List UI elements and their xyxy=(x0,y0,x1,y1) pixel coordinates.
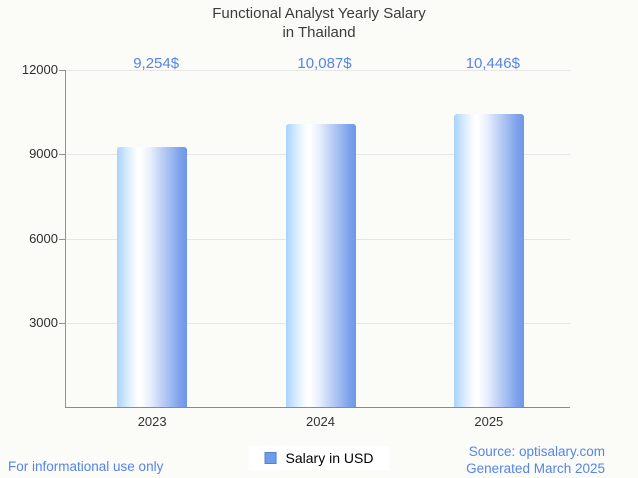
y-axis-label: 12000 xyxy=(21,62,58,77)
x-axis-label: 2024 xyxy=(306,414,335,429)
chart-title-line1: Functional Analyst Yearly Salary xyxy=(212,5,426,22)
y-axis-label: 6000 xyxy=(29,230,58,246)
salary-bar[interactable] xyxy=(453,113,524,407)
y-axis-tick xyxy=(59,70,65,71)
bar-value-label: 10,087$ xyxy=(297,55,352,72)
source-block: Source: optisalary.com Generated March 2… xyxy=(466,443,605,477)
legend[interactable]: Salary in USD xyxy=(248,446,390,470)
salary-bar[interactable] xyxy=(117,147,188,407)
chart-title-line2: in Thailand xyxy=(282,24,356,41)
y-axis-tick xyxy=(59,238,65,240)
y-axis-label: 9000 xyxy=(29,146,58,162)
y-axis-line xyxy=(65,70,66,407)
disclaimer-text: For informational use only xyxy=(8,459,164,474)
legend-label: Salary in USD xyxy=(285,450,374,466)
bar-value-label: 10,446$ xyxy=(465,55,520,72)
salary-bar[interactable] xyxy=(285,123,356,407)
chart-title: Functional Analyst Yearly Salary in Thai… xyxy=(0,4,638,42)
x-axis-label: 2023 xyxy=(137,414,167,429)
bar-value-label: 9,254$ xyxy=(133,55,180,72)
x-axis-label: 2025 xyxy=(474,414,504,429)
legend-swatch-icon xyxy=(264,452,277,464)
y-axis-tick xyxy=(59,322,65,324)
y-axis-label: 3000 xyxy=(29,314,58,330)
y-axis-tick xyxy=(59,154,65,156)
generated-text: Generated March 2025 xyxy=(466,461,605,476)
gridline xyxy=(65,70,570,71)
x-axis-line xyxy=(65,407,570,408)
source-text: Source: optisalary.com xyxy=(468,444,605,459)
